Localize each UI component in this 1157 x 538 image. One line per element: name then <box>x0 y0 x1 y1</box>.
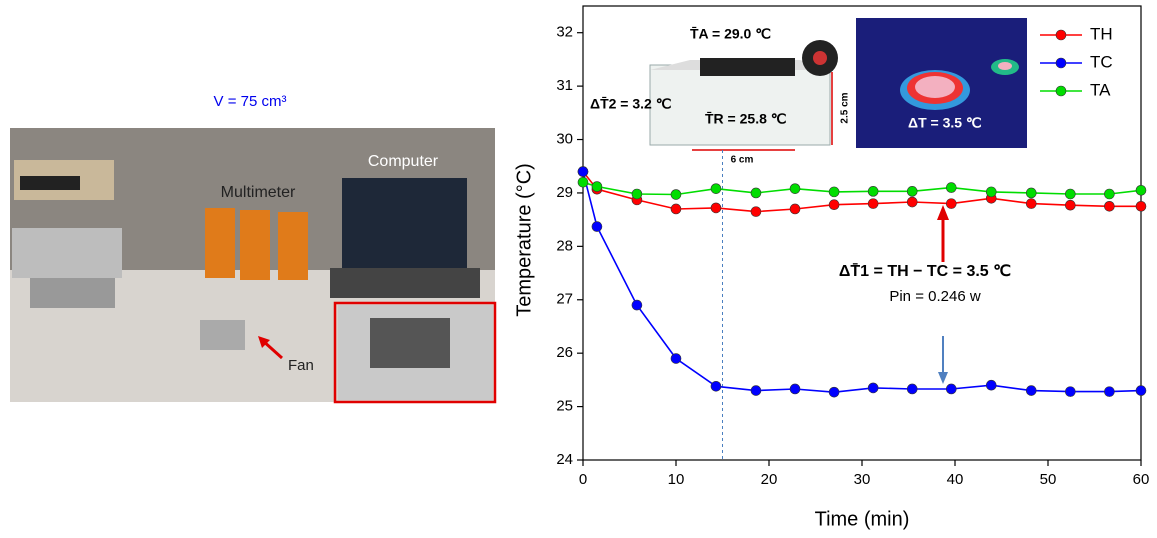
inset-label: ΔT = 3.5 ℃ <box>908 115 982 131</box>
x-tick-label: 10 <box>668 471 685 488</box>
legend-marker <box>1055 29 1067 41</box>
x-tick-label: 50 <box>1040 471 1057 488</box>
point <box>945 182 957 193</box>
point <box>945 198 957 209</box>
inset-label: ΔT̄2 = 3.2 ℃ <box>590 95 672 112</box>
volume-label: V = 75 cm³ <box>214 93 287 110</box>
point <box>670 189 682 200</box>
point <box>591 221 603 232</box>
point <box>631 188 643 200</box>
x-tick-label: 40 <box>947 471 964 488</box>
point <box>828 386 840 398</box>
point <box>1025 198 1037 209</box>
point <box>828 199 840 210</box>
y-tick-label: 32 <box>556 24 573 41</box>
point <box>985 379 997 391</box>
point <box>1135 385 1147 396</box>
y-axis-title: Temperature (°C) <box>513 163 535 317</box>
x-axis-title: Time (min) <box>815 508 910 530</box>
inset-photo <box>649 18 1027 151</box>
point <box>670 203 682 215</box>
arrow-head <box>937 205 949 220</box>
point <box>906 196 918 208</box>
point <box>750 206 762 217</box>
point <box>945 383 957 395</box>
y-tick-label: 26 <box>556 344 573 361</box>
annotation: ΔT̄1 = TH − TC = 3.5 ℃ <box>839 261 1011 280</box>
point <box>1065 199 1076 211</box>
point <box>631 299 643 311</box>
y-tick-label: 27 <box>556 291 573 308</box>
point <box>1065 188 1076 200</box>
point <box>1135 184 1147 196</box>
point <box>1135 200 1147 212</box>
point <box>1025 187 1037 199</box>
inset-label: 6 cm <box>731 155 754 166</box>
series-line <box>582 171 1141 213</box>
x-tick-label: 60 <box>1133 471 1150 488</box>
point <box>710 380 722 392</box>
point <box>1104 386 1115 397</box>
point <box>828 186 840 198</box>
point <box>867 186 879 197</box>
arrow-head <box>938 372 948 384</box>
point <box>1104 188 1115 200</box>
point <box>670 353 682 364</box>
point <box>1065 386 1076 397</box>
point <box>906 383 918 395</box>
legend-label: TH <box>1090 24 1113 43</box>
photo <box>10 128 497 404</box>
point <box>906 186 918 197</box>
point <box>789 203 801 215</box>
point <box>867 382 879 394</box>
annotation: Pin = 0.246 w <box>889 288 980 305</box>
point <box>577 166 589 177</box>
point <box>867 198 879 209</box>
point <box>1104 200 1115 212</box>
inset-label: T̄R = 25.8 ℃ <box>705 110 787 127</box>
point <box>591 181 603 192</box>
legend-label: TC <box>1090 52 1113 71</box>
point <box>710 202 722 214</box>
point <box>577 176 589 188</box>
y-tick-label: 25 <box>556 398 573 415</box>
photo-label: Computer <box>368 153 439 170</box>
plot: 24 25 26 27 28 29 30 31 32 0 10 20 30 40 50 60 Time (min… <box>513 5 1150 530</box>
y-tick-label: 29 <box>556 184 573 201</box>
legend-marker <box>1055 57 1067 69</box>
point <box>789 383 801 395</box>
y-tick-label: 30 <box>556 130 573 147</box>
series-line <box>582 181 1142 196</box>
y-tick-label: 28 <box>556 237 573 254</box>
inset-label: T̄A = 29.0 ℃ <box>690 25 771 42</box>
y-tick-label: 24 <box>556 451 573 468</box>
x-tick-label: 20 <box>761 471 778 488</box>
series-line <box>582 171 1142 394</box>
point <box>789 183 801 194</box>
photo-label: Multimeter <box>221 184 296 201</box>
point <box>750 385 762 396</box>
point <box>750 187 762 199</box>
x-tick-label: 0 <box>579 471 587 488</box>
photo-label: Fan <box>288 357 314 374</box>
inset-label: 2.5 cm <box>840 92 851 123</box>
legend-marker <box>1055 85 1067 97</box>
y-tick-label: 31 <box>556 77 573 94</box>
point <box>710 183 722 194</box>
point <box>985 186 997 198</box>
x-tick-label: 30 <box>854 471 871 488</box>
point <box>1025 385 1037 396</box>
legend-label: TA <box>1090 80 1111 99</box>
